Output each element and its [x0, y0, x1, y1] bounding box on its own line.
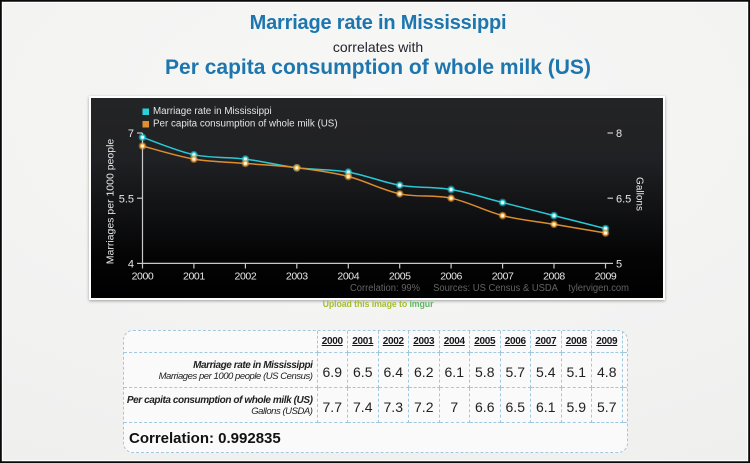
svg-text:2008: 2008 [543, 271, 565, 283]
svg-text:2002: 2002 [235, 271, 257, 283]
svg-text:2006: 2006 [440, 271, 462, 283]
svg-text:2001: 2001 [183, 271, 205, 283]
svg-text:6.5: 6.5 [616, 193, 631, 205]
svg-text:2004: 2004 [337, 271, 359, 283]
svg-text:Gallons: Gallons [634, 177, 645, 211]
svg-text:Correlation: 99% Sources:: Correlation: 99% Sources: US Census & US… [350, 283, 629, 294]
svg-text:Per capita consumption of whol: Per capita consumption of whole milk (US… [153, 119, 338, 130]
svg-text:2007: 2007 [492, 271, 514, 283]
svg-text:4: 4 [128, 259, 134, 271]
svg-text:2000: 2000 [132, 271, 154, 283]
svg-text:2009: 2009 [595, 271, 617, 283]
svg-text:Marriages per 1000 people: Marriages per 1000 people [105, 139, 117, 265]
svg-text:2005: 2005 [389, 271, 411, 283]
svg-text:5: 5 [616, 259, 622, 271]
svg-text:2003: 2003 [286, 271, 308, 283]
svg-text:8: 8 [616, 128, 622, 140]
svg-text:7: 7 [128, 128, 134, 140]
svg-text:5.5: 5.5 [119, 193, 134, 205]
svg-text:Marriage rate in Mississippi: Marriage rate in Mississippi [153, 106, 272, 117]
